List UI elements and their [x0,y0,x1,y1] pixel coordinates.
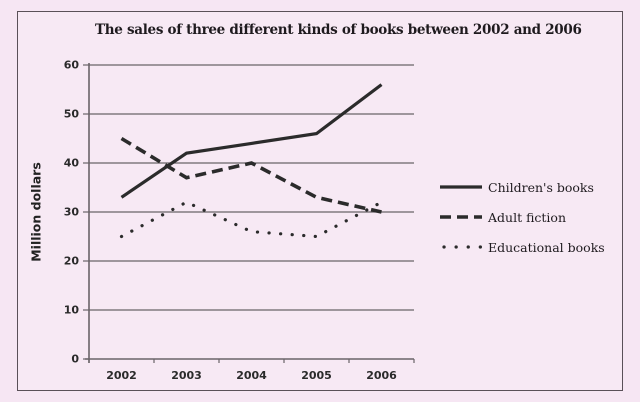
y-tick-label: 10 [63,303,79,317]
y-tick-label: 30 [63,205,79,219]
y-tick-label: 0 [71,352,79,366]
x-tick-label: 2005 [301,369,332,382]
legend-swatch-solid [440,185,482,189]
legend-item: Adult fiction [440,207,566,227]
legend-label: Children's books [488,179,594,195]
series-line-children-s-books [120,83,383,199]
legend-label: Educational books [488,239,605,255]
legend-item: Educational books [440,237,605,257]
series-line-educational-books [119,200,384,239]
chart-frame [17,11,623,391]
x-tick-label: 2006 [366,369,397,382]
x-tick-label: 2003 [171,369,202,382]
series-line-adult-fiction [120,136,382,214]
x-tick-label: 2002 [106,369,137,382]
legend-label: Adult fiction [488,209,567,225]
y-tick-label: 50 [63,107,79,121]
y-tick-label: 60 [63,58,79,72]
chart-title: The sales of three different kinds of bo… [95,22,582,38]
legend-swatch-dashed [440,215,482,219]
legend-swatch-dotted [442,245,482,249]
y-tick-label: 20 [63,254,79,268]
x-tick-label: 2004 [236,369,267,382]
legend-item: Children's books [440,177,594,197]
y-tick-label: 40 [63,156,79,170]
